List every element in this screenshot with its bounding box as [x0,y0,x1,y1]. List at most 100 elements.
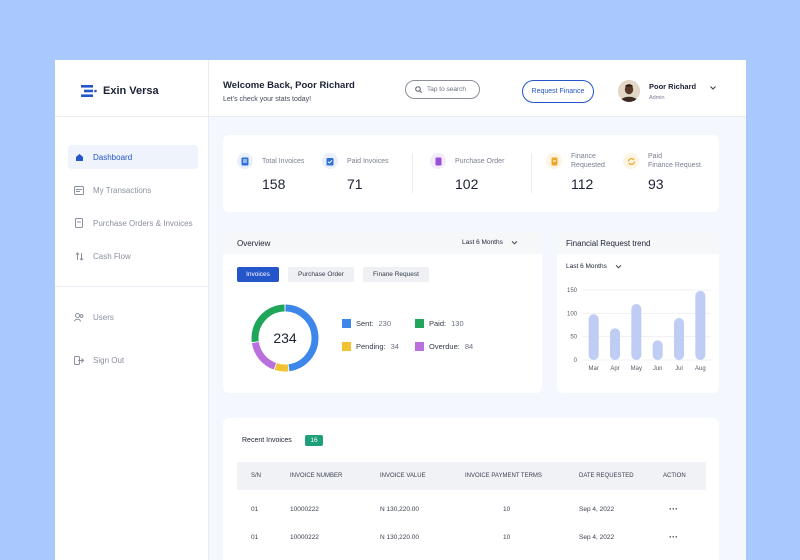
user-role: Admin [649,95,665,101]
users-icon [74,312,84,322]
legend-label: Sent: [356,319,374,328]
trend-card: Financial Request trend Last 6 Months 0 5… [557,232,719,393]
welcome-subtitle: Let's check your stats today! [223,96,312,103]
stat-label: Finance Requested [571,152,605,170]
chevron-down-icon [511,240,518,245]
stat-label: Total Invoices [262,158,305,165]
legend-paid: Paid: 130 [415,319,464,328]
x-tick-label: Jul [675,366,683,372]
stat-value: 93 [648,176,664,192]
invoice-count-badge: 16 [305,435,323,446]
sidebar-item-label: Users [93,312,114,322]
stat-label-line: Finance Request [648,162,701,169]
sidebar-item-dashboard[interactable]: Dashboard [68,145,198,169]
sidebar-item-label: Cash Flow [93,251,131,261]
overview-title: Overview [237,239,271,248]
stats-card: Total Invoices 158 Paid Invoices 71 Purc… [223,135,719,212]
tab-invoices[interactable]: Invoices [237,267,279,282]
legend-value: 84 [464,342,474,351]
avatar[interactable] [618,80,640,102]
receipt-icon [74,185,84,195]
search-input[interactable]: Tap to search [405,80,480,99]
overview-range-select[interactable]: Last 6 Months [462,239,518,246]
search-placeholder: Tap to search [427,86,467,93]
column-header: S/N [251,473,262,479]
tab-finance-request[interactable]: Finane Request [363,267,429,282]
bar[interactable] [652,340,663,360]
donut-segment [274,363,289,372]
bar[interactable] [674,318,684,360]
legend-sent: Sent: 230 [342,319,391,328]
logo-icon [81,85,97,97]
brand[interactable]: Exin Versa [81,82,159,100]
trend-bar-chart: 0 50 100 150 Mar Apr May Jun Jul Aug [567,288,711,372]
sidebar-item-sign-out[interactable]: Sign Out [68,348,198,372]
legend-swatch [415,342,424,351]
overview-header: Overview Last 6 Months [223,232,542,254]
bar[interactable] [695,290,706,360]
app-window: Exin Versa Dashboard My Transactions Pur… [55,60,746,560]
cell-sn: 01 [251,506,259,513]
overview-card: Overview Last 6 Months Invoices Purchase… [223,232,542,393]
welcome-heading: Welcome Back, Poor Richard [223,80,355,91]
top-header: Welcome Back, Poor Richard Let's check y… [209,60,746,117]
stat-value: 102 [455,176,479,192]
swap-arrows-icon [74,251,84,261]
row-action-menu[interactable]: ··· [669,504,678,514]
cell-invoice-value: N 130,220.00 [380,534,420,541]
tab-purchase-order[interactable]: Purchase Order [288,267,354,282]
legend-value: 130 [451,319,464,328]
bar[interactable] [610,328,620,360]
y-tick-label: 0 [574,358,578,364]
stat-value: 112 [571,176,594,192]
stat-divider [531,153,532,193]
cell-invoice-value: N 130,220.00 [380,506,420,513]
legend-label: Paid: [429,319,447,328]
cell-sn: 01 [251,534,259,541]
purchase-doc-icon [430,153,446,169]
donut-segment [251,304,285,343]
stat-value: 158 [262,176,286,192]
bar[interactable] [588,314,599,360]
stat-label: Paid Finance Request [648,152,701,170]
sidebar-item-users[interactable]: Users [68,305,198,329]
sidebar: Exin Versa Dashboard My Transactions Pur… [55,60,209,560]
sidebar-item-my-transactions[interactable]: My Transactions [68,178,198,202]
legend-value: 230 [378,319,392,328]
legend-label: Overdue: [429,342,460,351]
user-name: Poor Richard [649,82,697,91]
document-icon [74,218,84,228]
legend-label: Pending: [356,342,386,351]
column-header: ACTION [663,473,686,479]
chevron-down-icon[interactable] [709,84,717,92]
search-icon [415,86,422,93]
stat-label-line: Requested [571,162,605,169]
cell-invoice-number: 10000222 [290,506,319,513]
cell-invoice-number: 10000222 [290,534,319,541]
table-header: S/N INVOICE NUMBER INVOICE VALUE INVOICE… [237,462,706,490]
donut-segment [251,341,277,370]
request-finance-button[interactable]: Request Finance [522,80,594,103]
y-tick-label: 100 [567,311,578,317]
legend-swatch [342,342,351,351]
refresh-coin-icon [623,153,639,169]
trend-range-select[interactable]: Last 6 Months [566,263,622,270]
bar[interactable] [631,304,642,360]
row-action-menu[interactable]: ··· [669,532,678,542]
chevron-down-icon [615,264,622,269]
recent-invoices-title: Recent Invoices [242,437,292,444]
clipboard-check-icon [322,153,338,169]
column-header: INVOICE VALUE [380,473,426,479]
stat-value: 71 [347,176,363,192]
recent-invoices-card: Recent Invoices 16 S/N INVOICE NUMBER IN… [223,418,719,560]
sidebar-item-cash-flow[interactable]: Cash Flow [68,244,198,268]
sidebar-item-purchase-orders[interactable]: Purchase Orders & Invoices [68,211,198,235]
x-tick-label: May [631,366,642,372]
x-tick-label: Aug [695,366,706,372]
home-icon [74,152,84,162]
cell-payment-terms: 10 [503,506,511,513]
column-header: INVOICE NUMBER [290,473,343,479]
sidebar-item-label: My Transactions [93,185,152,195]
stat-label-line: Finance [571,153,596,160]
donut-segments [251,304,319,372]
